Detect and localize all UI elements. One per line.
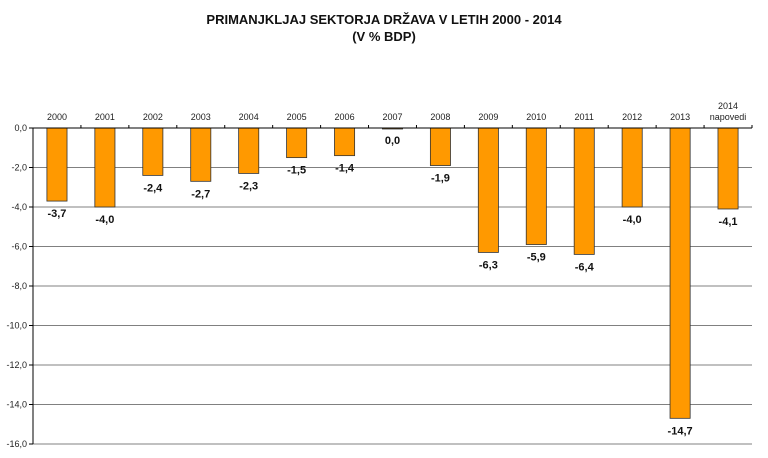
y-tick-label: -16,0 <box>6 439 27 449</box>
category-label: 2002 <box>143 112 163 122</box>
category-label: 2003 <box>191 112 211 122</box>
category-label: 2011 <box>575 112 594 122</box>
data-label: -1,4 <box>335 163 355 175</box>
bar <box>190 127 212 182</box>
y-tick-label: -6,0 <box>11 242 27 252</box>
data-label: -4,0 <box>95 214 114 226</box>
category-label: 2009 <box>478 112 498 122</box>
bar <box>669 127 691 419</box>
category-label: 2012 <box>622 112 642 122</box>
bar <box>142 127 164 176</box>
data-label: -1,5 <box>287 165 306 177</box>
bar <box>573 127 595 255</box>
category-label: 2008 <box>430 112 450 122</box>
category-label: 2013 <box>670 112 690 122</box>
data-label: -2,3 <box>239 180 258 192</box>
category-label: 2014 <box>718 101 738 111</box>
bar <box>717 127 739 210</box>
data-label: -2,4 <box>143 182 163 194</box>
bar <box>238 127 260 174</box>
data-label: -5,9 <box>527 252 546 264</box>
y-tick-label: -10,0 <box>6 321 27 331</box>
bar <box>621 127 643 208</box>
y-tick-label: -12,0 <box>6 360 27 370</box>
y-tick-label: 0,0 <box>14 123 27 133</box>
labels: 0,0 -2,0 -4,0 -6,0 -8,0 -10,0 -12,0 -14,0 -16,0 2… <box>6 101 746 449</box>
data-label: -4,0 <box>623 214 642 226</box>
category-label: 2005 <box>287 112 307 122</box>
bar <box>477 127 499 253</box>
bar <box>429 127 451 166</box>
y-tick-label: -8,0 <box>11 281 27 291</box>
grid-lines <box>33 167 752 445</box>
y-tick-label: -14,0 <box>6 400 27 410</box>
data-label: -6,4 <box>575 261 595 273</box>
data-label: 0,0 <box>385 135 400 147</box>
axes <box>29 125 753 445</box>
bar <box>46 127 68 202</box>
data-label: -2,7 <box>191 188 210 200</box>
category-label: 2001 <box>95 112 115 122</box>
bar <box>94 127 116 208</box>
category-label: 2000 <box>47 112 67 122</box>
category-label: 2004 <box>239 112 259 122</box>
data-label: -1,9 <box>431 173 450 185</box>
y-tick-label: -4,0 <box>11 202 27 212</box>
category-label: 2006 <box>335 112 355 122</box>
bars <box>46 127 739 419</box>
bar <box>525 127 547 245</box>
bar <box>334 127 356 157</box>
chart-title: PRIMANJKLJAJ SEKTORJA DRŽAVA V LETIH 200… <box>206 12 562 27</box>
category-label: napovedi <box>710 112 747 122</box>
y-tick-label: -2,0 <box>11 163 27 173</box>
category-label: 2007 <box>382 112 402 122</box>
data-label: -3,7 <box>47 208 66 220</box>
bar <box>286 127 308 159</box>
data-label: -6,3 <box>479 259 498 271</box>
chart-subtitle: (V % BDP) <box>352 29 416 44</box>
data-label: -14,7 <box>668 425 693 437</box>
category-label: 2010 <box>526 112 546 122</box>
data-label: -4,1 <box>719 216 738 228</box>
